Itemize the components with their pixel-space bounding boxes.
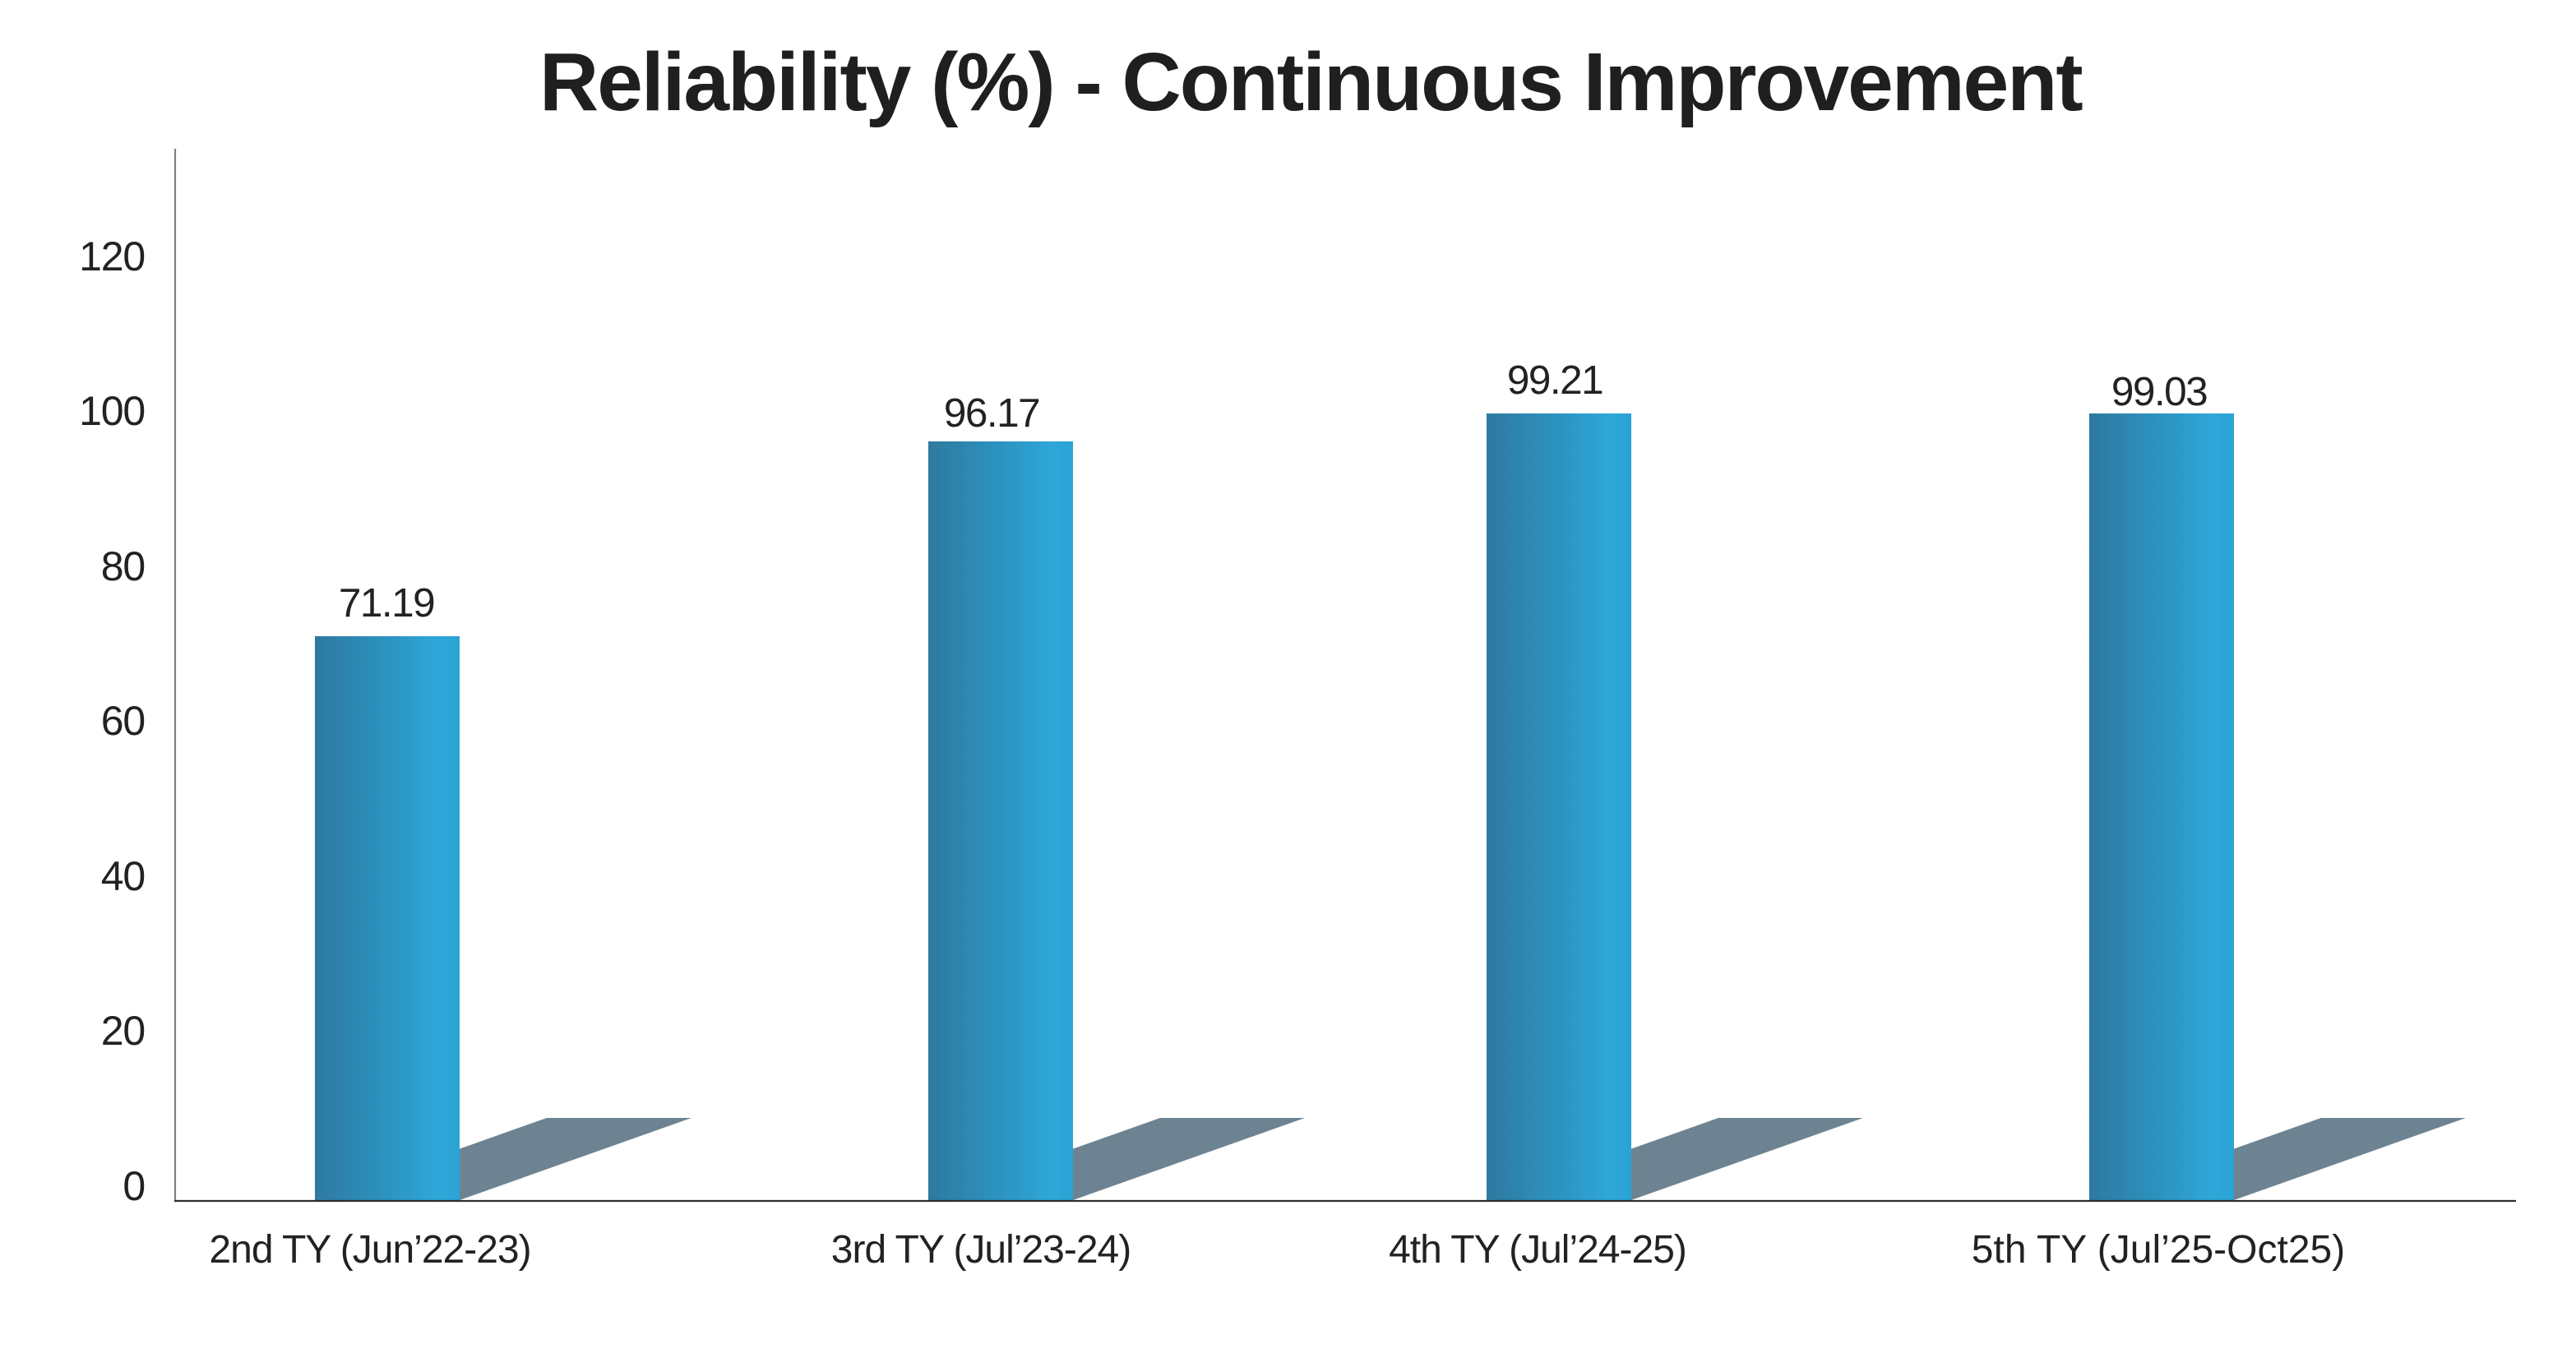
svg-text:0: 0 xyxy=(123,1163,145,1209)
svg-text:99.03: 99.03 xyxy=(2111,369,2207,414)
svg-text:Reliability (%) - Continuous I: Reliability (%) - Continuous Improvement xyxy=(539,36,2083,128)
svg-text:120: 120 xyxy=(79,233,145,279)
svg-text:96.17: 96.17 xyxy=(944,390,1039,436)
svg-text:20: 20 xyxy=(101,1008,145,1054)
svg-text:80: 80 xyxy=(101,543,145,589)
svg-text:2nd TY (Jun’22-23): 2nd TY (Jun’22-23) xyxy=(209,1228,530,1272)
svg-text:71.19: 71.19 xyxy=(339,580,434,626)
svg-text:3rd TY (Jul’23-24): 3rd TY (Jul’23-24) xyxy=(831,1228,1131,1272)
svg-text:99.21: 99.21 xyxy=(1507,358,1602,403)
svg-text:100: 100 xyxy=(79,388,145,434)
svg-text:5th TY (Jul’25-Oct25): 5th TY (Jul’25-Oct25) xyxy=(1972,1228,2345,1272)
svg-text:60: 60 xyxy=(101,698,145,744)
svg-text:4th TY (Jul’24-25): 4th TY (Jul’24-25) xyxy=(1389,1228,1686,1272)
svg-text:40: 40 xyxy=(101,853,145,899)
